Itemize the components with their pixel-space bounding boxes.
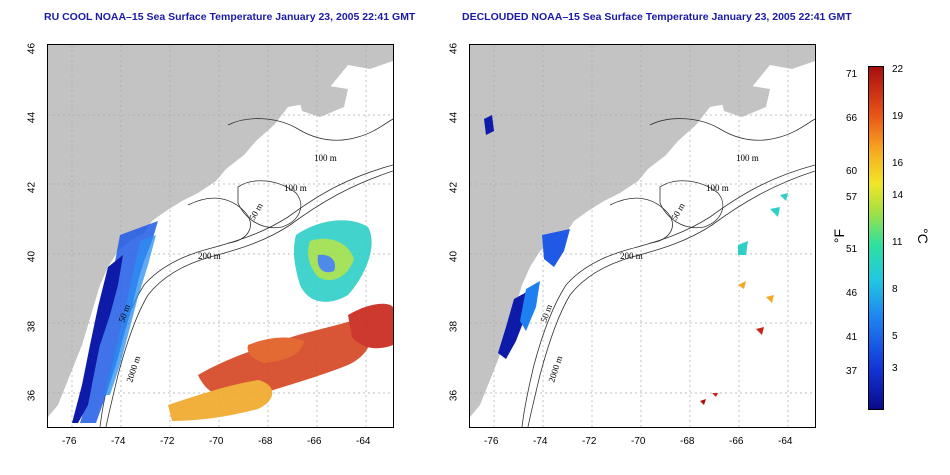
left-map-svg: 100 m 100 m 50 m 200 m 50 m 2000 m <box>48 45 393 427</box>
lon-tick: -72 <box>160 436 175 447</box>
c-tick-label: 16 <box>892 158 904 169</box>
lon-tick: -66 <box>729 436 744 447</box>
right-sst-map[interactable]: 100 m 100 m 50 m 200 m 50 m 2000 m <box>469 44 816 428</box>
right-contour-label-100m-a: 100 m <box>736 153 759 163</box>
right-contour-label-100m-b: 100 m <box>706 183 729 193</box>
lat-tick: 44 <box>448 111 460 124</box>
contour-label-100m-a: 100 m <box>314 153 337 163</box>
f-tick-label: 57 <box>846 192 858 203</box>
land-mass <box>48 45 393 417</box>
c-tick-label: 14 <box>892 190 904 201</box>
f-tick-label: 37 <box>846 366 858 377</box>
lat-tick: 46 <box>26 42 38 55</box>
lon-tick: -66 <box>307 436 322 447</box>
lon-tick: -68 <box>680 436 695 447</box>
lat-tick: 44 <box>26 111 38 124</box>
lon-tick: -76 <box>484 436 499 447</box>
right-panel-title: DECLOUDED NOAA–15 Sea Surface Temperatur… <box>462 11 852 23</box>
lon-tick: -76 <box>62 436 77 447</box>
f-tick-label: 66 <box>846 113 858 124</box>
right-contour-label-200m: 200 m <box>620 251 643 261</box>
right-contour-label-50m-b: 50 m <box>538 303 554 324</box>
right-contour-label-2000m: 2000 m <box>546 355 564 384</box>
lat-tick: 42 <box>448 181 460 194</box>
celsius-unit-label: °C <box>914 228 931 244</box>
lat-tick: 46 <box>448 42 460 55</box>
c-tick-label: 22 <box>892 64 904 75</box>
lon-tick: -70 <box>631 436 646 447</box>
c-tick-label: 3 <box>892 363 898 374</box>
lat-tick: 36 <box>448 389 460 402</box>
f-tick-label: 51 <box>846 244 858 255</box>
f-tick-label: 60 <box>846 166 858 177</box>
lat-tick: 36 <box>26 389 38 402</box>
lat-tick: 38 <box>448 320 460 333</box>
lat-tick: 40 <box>448 250 460 263</box>
right-map-svg: 100 m 100 m 50 m 200 m 50 m 2000 m <box>470 45 815 427</box>
lat-tick: 40 <box>26 250 38 263</box>
f-tick-label: 46 <box>846 288 858 299</box>
left-sst-map[interactable]: 100 m 100 m 50 m 200 m 50 m 2000 m <box>47 44 394 428</box>
lon-tick: -74 <box>111 436 126 447</box>
lat-tick: 38 <box>26 320 38 333</box>
temperature-colorbar <box>868 66 884 410</box>
contour-label-2000m: 2000 m <box>124 355 142 384</box>
c-tick-label: 11 <box>892 237 903 248</box>
c-tick-label: 19 <box>892 111 904 122</box>
fahrenheit-unit-label: °F <box>831 228 848 244</box>
left-panel-title: RU COOL NOAA–15 Sea Surface Temperature … <box>44 11 416 23</box>
f-tick-label: 41 <box>846 332 858 343</box>
offshore-sst-patches <box>168 220 393 421</box>
c-tick-label: 5 <box>892 331 898 342</box>
c-tick-label: 8 <box>892 284 898 295</box>
contour-label-100m-b: 100 m <box>284 183 307 193</box>
lon-tick: -70 <box>209 436 224 447</box>
lon-tick: -64 <box>778 436 793 447</box>
lat-tick: 42 <box>26 181 38 194</box>
f-tick-label: 71 <box>846 69 858 80</box>
contour-label-200m: 200 m <box>198 251 221 261</box>
lon-tick: -72 <box>582 436 597 447</box>
lon-tick: -64 <box>356 436 371 447</box>
declouded-sst-patches <box>484 115 788 405</box>
lon-tick: -68 <box>258 436 273 447</box>
lon-tick: -74 <box>533 436 548 447</box>
